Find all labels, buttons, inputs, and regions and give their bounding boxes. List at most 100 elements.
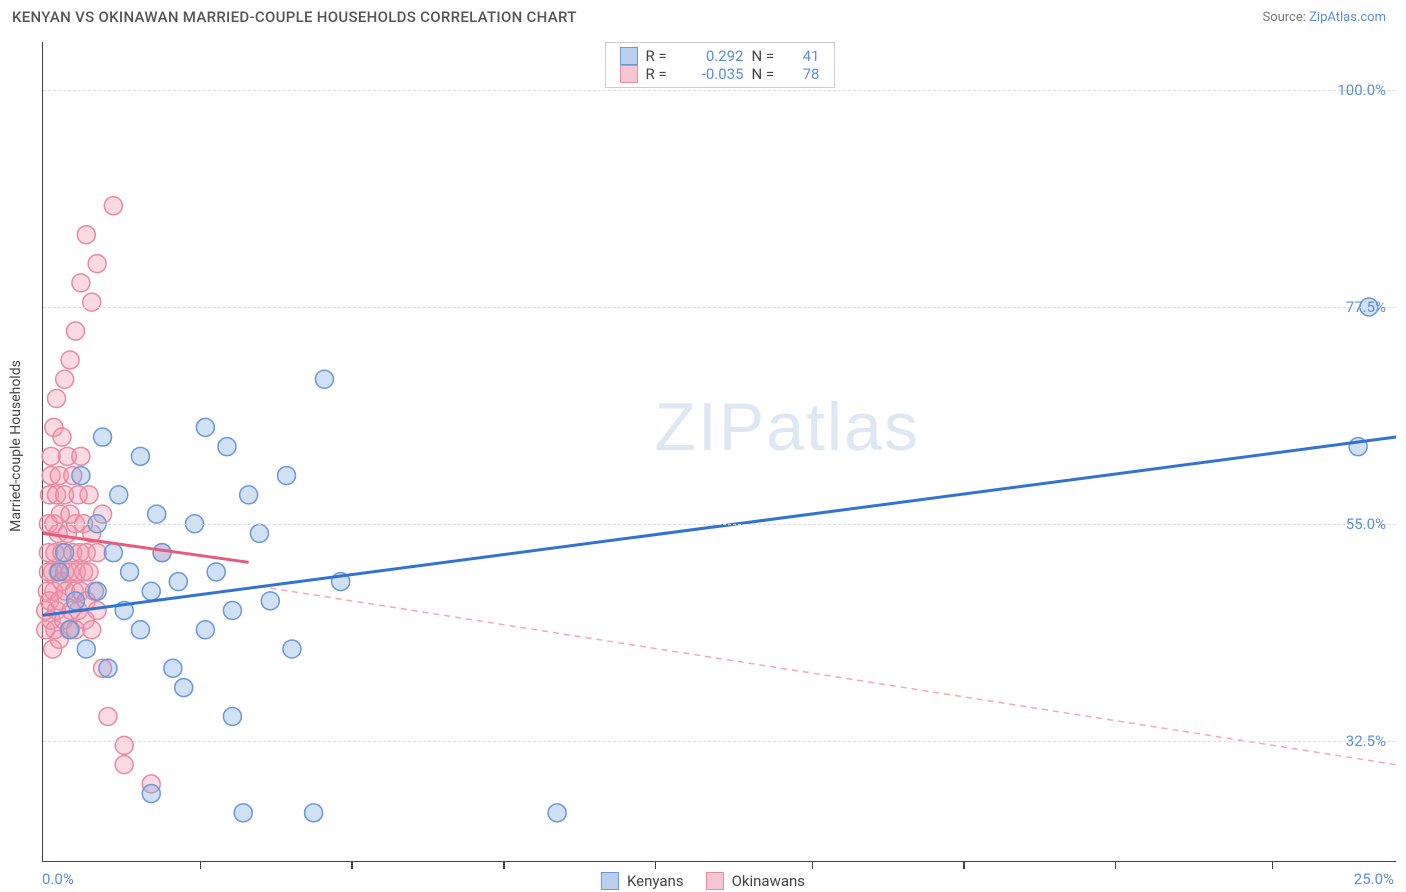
data-point xyxy=(164,659,182,677)
series-legend: Kenyans Okinawans xyxy=(601,872,805,890)
legend-row: R = -0.035 N = 78 xyxy=(620,65,820,83)
data-point xyxy=(261,592,279,610)
r-value: 0.292 xyxy=(684,47,744,65)
data-point xyxy=(104,197,122,215)
x-min-label: 0.0% xyxy=(42,870,74,888)
data-point xyxy=(250,524,268,542)
data-point xyxy=(305,804,323,822)
x-tick xyxy=(1272,861,1274,869)
data-point xyxy=(548,804,566,822)
data-point xyxy=(61,621,79,639)
data-point xyxy=(175,679,193,697)
data-point xyxy=(48,390,66,408)
data-point xyxy=(169,573,187,591)
data-point xyxy=(66,592,84,610)
y-tick-label: 32.5% xyxy=(1346,732,1386,750)
x-tick xyxy=(351,861,353,869)
data-point xyxy=(56,370,74,388)
data-point xyxy=(148,505,166,523)
data-point xyxy=(72,467,90,485)
data-point xyxy=(88,582,106,600)
data-point xyxy=(283,640,301,658)
data-point xyxy=(80,563,98,581)
n-label: N = xyxy=(752,47,782,65)
source-link[interactable]: ZipAtlas.com xyxy=(1309,10,1386,25)
data-point xyxy=(131,621,149,639)
data-point xyxy=(83,293,101,311)
legend-item-okinawans: Okinawans xyxy=(706,872,805,890)
data-point xyxy=(240,486,258,504)
data-point xyxy=(315,370,333,388)
data-point xyxy=(88,255,106,273)
data-point xyxy=(196,621,214,639)
trend-line xyxy=(259,586,1396,764)
data-point xyxy=(42,447,60,465)
x-tick xyxy=(812,861,814,869)
data-point xyxy=(131,447,149,465)
legend-swatch xyxy=(620,65,638,83)
data-point xyxy=(99,659,117,677)
data-point xyxy=(278,467,296,485)
data-point xyxy=(218,438,236,456)
gridline xyxy=(43,524,1396,525)
data-point xyxy=(115,756,133,774)
x-max-label: 25.0% xyxy=(1354,870,1394,888)
x-tick xyxy=(655,861,657,869)
data-point xyxy=(61,351,79,369)
source-prefix: Source: xyxy=(1262,10,1309,25)
data-point xyxy=(223,601,241,619)
data-point xyxy=(80,486,98,504)
data-point xyxy=(110,486,128,504)
y-tick-label: 77.5% xyxy=(1346,298,1386,316)
legend-label-okinawans: Okinawans xyxy=(732,872,805,890)
x-tick xyxy=(963,861,965,869)
data-point xyxy=(142,785,160,803)
x-tick xyxy=(200,861,202,869)
data-point xyxy=(77,640,95,658)
data-point xyxy=(121,563,139,581)
data-point xyxy=(207,563,225,581)
data-point xyxy=(56,544,74,562)
chart-area: R =0.292N =41R =-0.035N =78 ZIPatlas 32.… xyxy=(42,42,1396,862)
data-point xyxy=(99,707,117,725)
r-value: -0.035 xyxy=(684,65,744,83)
gridline xyxy=(43,90,1396,91)
x-tick xyxy=(1115,861,1117,869)
legend-swatch xyxy=(620,47,638,65)
gridline xyxy=(43,741,1396,742)
data-point xyxy=(94,428,112,446)
data-point xyxy=(72,447,90,465)
chart-title: KENYAN VS OKINAWAN MARRIED-COUPLE HOUSEH… xyxy=(12,8,577,26)
legend-row: R = 0.292 N = 41 xyxy=(620,47,820,65)
gridline xyxy=(43,307,1396,308)
r-label: R = xyxy=(646,47,676,65)
data-point xyxy=(72,274,90,292)
data-point xyxy=(77,226,95,244)
y-tick-label: 55.0% xyxy=(1346,515,1386,533)
data-point xyxy=(50,563,68,581)
data-point xyxy=(234,804,252,822)
n-value: 41 xyxy=(790,47,820,65)
correlation-legend: R = 0.292 N = 41 R = -0.035 N = 78 xyxy=(605,42,835,88)
r-label: R = xyxy=(646,65,676,83)
data-point xyxy=(88,544,106,562)
data-point xyxy=(153,544,171,562)
data-point xyxy=(53,428,71,446)
data-point xyxy=(104,544,122,562)
scatter-plot xyxy=(43,42,1396,861)
data-point xyxy=(223,707,241,725)
data-point xyxy=(83,621,101,639)
trend-line xyxy=(43,437,1396,615)
data-point xyxy=(115,736,133,754)
y-tick-label: 100.0% xyxy=(1337,81,1386,99)
data-point xyxy=(142,582,160,600)
n-value: 78 xyxy=(790,65,820,83)
data-point xyxy=(66,322,84,340)
swatch-okinawans xyxy=(706,872,724,890)
y-axis-title: Married-couple Households xyxy=(8,360,24,532)
data-point xyxy=(196,418,214,436)
legend-label-kenyans: Kenyans xyxy=(627,872,684,890)
n-label: N = xyxy=(752,65,782,83)
legend-item-kenyans: Kenyans xyxy=(601,872,684,890)
swatch-kenyans xyxy=(601,872,619,890)
